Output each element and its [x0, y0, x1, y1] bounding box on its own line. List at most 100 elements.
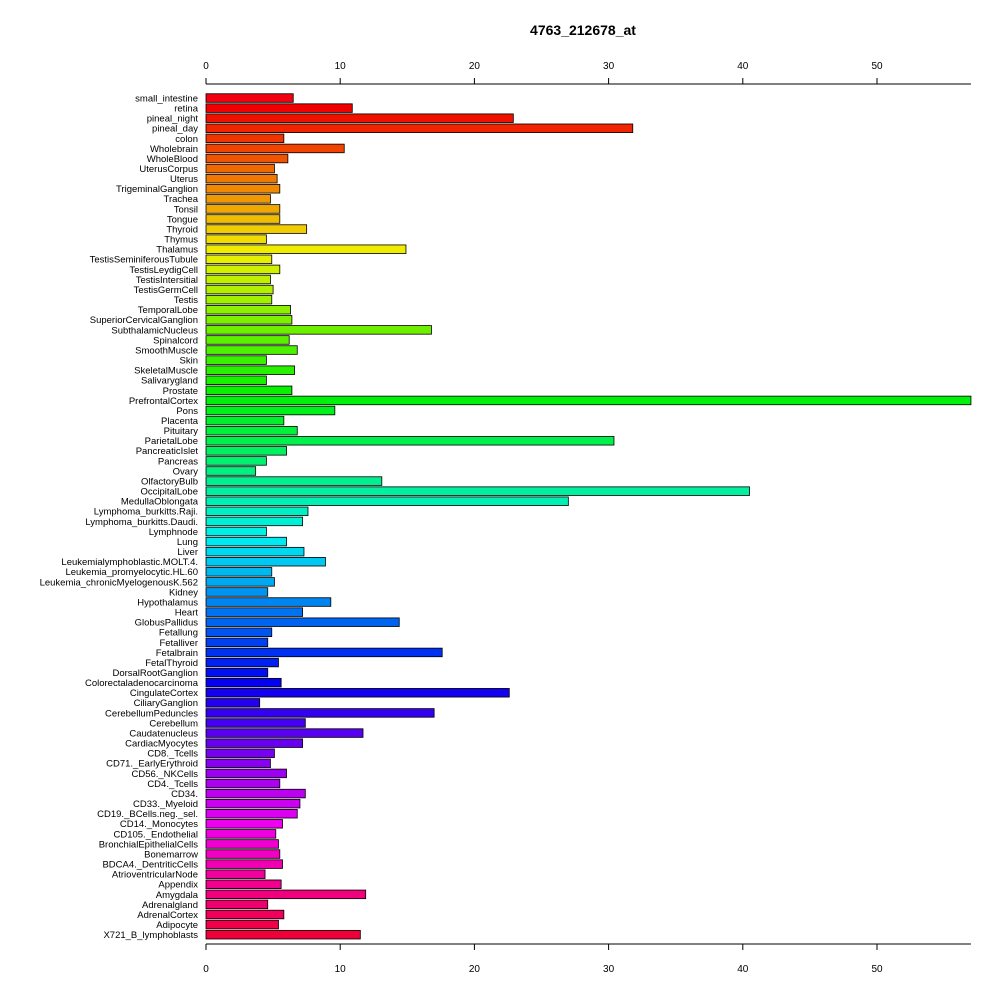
bar-48 [205, 577, 275, 587]
category-label-20: Testis [174, 295, 199, 306]
category-label-73: CD105._Endothelial [113, 829, 198, 840]
category-label-66: CD71._EarlyErythroid [106, 759, 198, 770]
bar-54 [205, 637, 269, 648]
category-label-60: CiliaryGanglion [134, 698, 198, 709]
category-label-57: DorsalRootGanglion [112, 668, 198, 679]
bar-6 [205, 153, 289, 164]
category-label-59: CingulateCortex [130, 688, 198, 699]
bar-42 [205, 516, 304, 527]
bar-8 [205, 173, 278, 184]
category-label-22: SuperiorCervicalGanglion [90, 315, 198, 326]
category-label-18: TestisIntersitial [136, 275, 198, 286]
bar-46 [205, 557, 326, 567]
bar-15 [205, 244, 407, 254]
category-label-23: SubthalamicNucleus [111, 325, 198, 336]
bar-36 [205, 456, 267, 466]
bar-2 [205, 113, 514, 123]
category-label-14: Thymus [164, 235, 198, 246]
bar-59 [205, 688, 510, 698]
category-label-16: TestisSeminiferousTubule [90, 255, 198, 266]
bar-53 [205, 627, 273, 637]
bar-29 [205, 385, 293, 396]
category-label-62: Cerebellum [149, 718, 198, 729]
bar-68 [205, 778, 281, 789]
top-tick-label-3: 30 [603, 61, 615, 72]
bar-11 [205, 204, 281, 214]
category-label-80: Adrenalgland [142, 900, 198, 911]
bar-28 [205, 375, 267, 385]
category-label-36: Pancreas [158, 456, 198, 467]
top-x-axis: 0 10 20 30 40 50 [203, 61, 971, 85]
bottom-tick-label-4: 40 [737, 964, 749, 975]
category-label-40: MedullaOblongata [121, 497, 199, 508]
category-label-52: GlobusPallidus [135, 618, 199, 629]
bar-7 [205, 163, 275, 174]
top-tick-label-4: 40 [737, 61, 749, 72]
category-label-44: Lung [177, 537, 198, 548]
category-label-74: BronchialEpithelialCells [99, 839, 199, 850]
bar-61 [205, 708, 435, 718]
category-label-64: CardiacMyocytes [125, 739, 198, 750]
category-label-49: Kidney [169, 587, 198, 598]
bar-62 [205, 718, 306, 728]
bar-71 [205, 809, 298, 819]
category-label-13: Thyroid [166, 224, 198, 235]
bar-25 [205, 345, 298, 355]
bar-13 [205, 224, 308, 234]
category-label-27: SkeletalMuscle [134, 366, 198, 377]
bar-39 [205, 486, 750, 496]
category-label-33: Pituitary [164, 426, 199, 437]
category-label-50: Hypothalamus [137, 597, 198, 608]
category-label-67: CD56._NKCells [131, 769, 198, 780]
bar-33 [205, 425, 298, 436]
category-label-75: Bonemarrow [144, 849, 198, 860]
bar-14 [205, 234, 267, 244]
category-label-15: Thalamus [156, 245, 198, 256]
category-label-8: Uterus [170, 174, 198, 185]
category-label-58: Colorectaladenocarcinoma [85, 678, 199, 689]
bar-37 [205, 466, 257, 476]
bar-5 [205, 143, 345, 154]
bar-67 [205, 768, 287, 779]
bar-79 [205, 889, 367, 900]
bar-24 [205, 335, 290, 345]
bar-69 [205, 788, 306, 799]
category-label-29: Prostate [163, 386, 198, 397]
bar-57 [205, 667, 269, 678]
category-label-83: X721_B_lymphoblasts [103, 930, 198, 941]
category-label-78: Appendix [158, 880, 198, 891]
bar-19 [205, 284, 274, 295]
category-label-54: Fetalliver [159, 638, 198, 649]
bar-10 [205, 194, 271, 204]
bar-73 [205, 829, 277, 839]
category-label-48: Leukemia_chronicMyelogenousK.562 [40, 577, 198, 588]
bar-83 [205, 929, 361, 940]
category-label-72: CD14._Monocytes [120, 819, 198, 830]
bar-80 [205, 899, 269, 910]
category-label-25: SmoothMuscle [135, 345, 198, 356]
bar-32 [205, 415, 285, 426]
category-label-70: CD33._Myeloid [133, 799, 198, 810]
bar-4 [205, 133, 285, 144]
bar-35 [205, 446, 287, 456]
bar-74 [205, 839, 279, 849]
category-label-17: TestisLeydigCell [129, 265, 198, 276]
bar-9 [205, 184, 281, 194]
category-label-1: retina [174, 104, 198, 115]
category-label-55: Fetalbrain [156, 648, 198, 659]
category-label-38: OlfactoryBulb [141, 476, 198, 487]
category-label-68: CD4._Tcells [147, 779, 198, 790]
bar-72 [205, 819, 283, 829]
category-label-47: Leukemia_promyelocytic.HL.60 [65, 567, 198, 578]
bar-60 [205, 698, 261, 708]
category-label-4: colon [175, 134, 198, 145]
category-label-65: CD8._Tcells [147, 749, 198, 760]
bar-40 [205, 496, 569, 506]
bar-21 [205, 305, 291, 315]
bar-47 [205, 567, 273, 577]
category-label-79: Amygdala [156, 890, 199, 901]
bottom-tick-label-2: 20 [469, 964, 481, 975]
bar-22 [205, 315, 293, 325]
category-label-31: Pons [176, 406, 198, 417]
bar-50 [205, 597, 332, 607]
